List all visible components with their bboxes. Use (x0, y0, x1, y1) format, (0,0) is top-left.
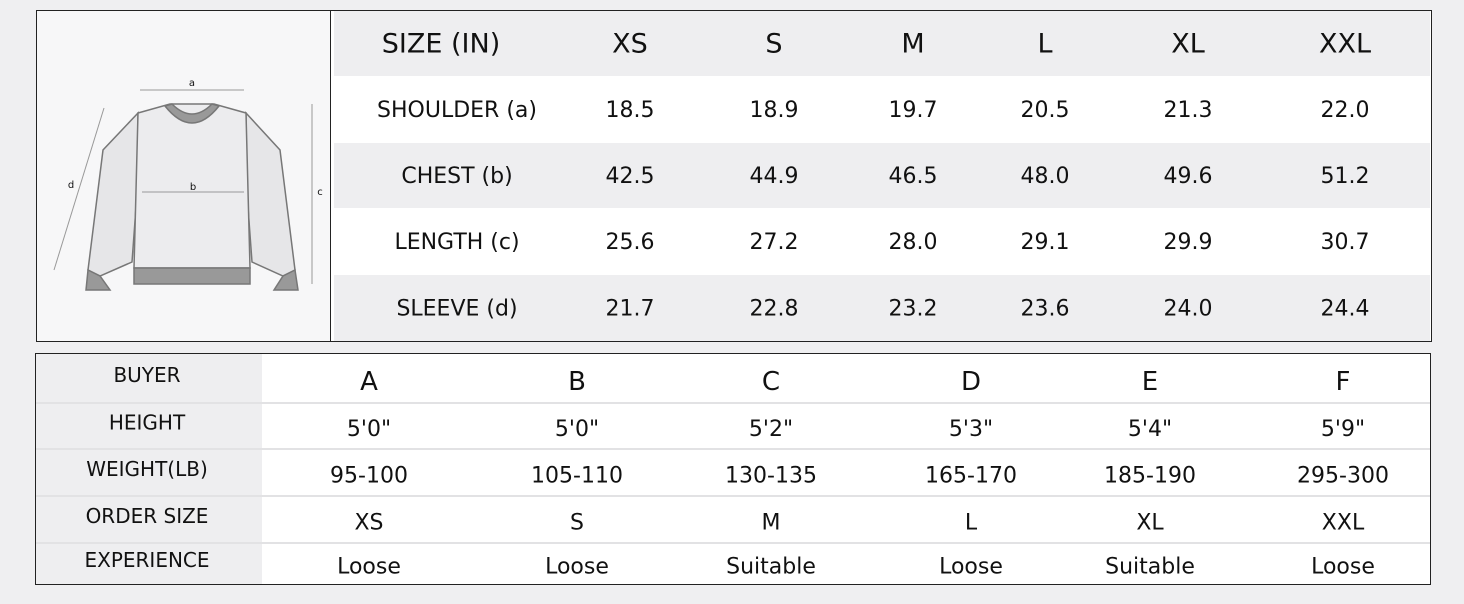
cell: 18.9 (750, 98, 799, 123)
cell: 105-110 (531, 464, 623, 489)
cell: Loose (545, 555, 609, 580)
cell: 29.9 (1164, 230, 1213, 255)
dim-label: d (68, 180, 74, 191)
cell: 24.0 (1164, 297, 1213, 322)
row-label: EXPERIENCE (84, 548, 209, 572)
cell: 25.6 (606, 230, 655, 255)
cell: 28.0 (889, 230, 938, 255)
cell: 21.7 (606, 297, 655, 322)
cell: 5'9" (1321, 417, 1365, 442)
cell: 5'0" (555, 417, 599, 442)
row-band (334, 11, 1430, 76)
header-cell: L (1037, 29, 1052, 60)
cell: 22.8 (750, 297, 799, 322)
cell: Loose (337, 555, 401, 580)
cell: SHOULDER (a) (377, 98, 537, 123)
cell: 5'3" (949, 417, 993, 442)
row-label: HEIGHT (109, 411, 186, 435)
cell: 5'0" (347, 417, 391, 442)
cell: 18.5 (606, 98, 655, 123)
cell: 51.2 (1321, 164, 1370, 189)
dim-label: c (317, 187, 323, 198)
size-rows: SIZE (IN) XS S M L XL XXL SHOULDER (a) 18.5 18.9 1… (334, 11, 1430, 341)
row-band (334, 143, 1430, 208)
cell: 49.6 (1164, 164, 1213, 189)
cell: M (762, 511, 781, 536)
cell: D (961, 367, 981, 397)
cell: SLEEVE (d) (396, 297, 517, 322)
row-band (334, 275, 1430, 341)
row-label: BUYER (113, 363, 180, 387)
header-cell: M (901, 29, 924, 60)
cell: 29.1 (1021, 230, 1070, 255)
buyer-box (35, 353, 1431, 585)
cell: 295-300 (1297, 464, 1389, 489)
cell: 21.3 (1164, 98, 1213, 123)
cell: LENGTH (c) (394, 230, 519, 255)
row-label: ORDER SIZE (86, 504, 209, 528)
cell: 48.0 (1021, 164, 1070, 189)
cell: 22.0 (1321, 98, 1370, 123)
cell: 19.7 (889, 98, 938, 123)
cell: 30.7 (1321, 230, 1370, 255)
cell: 24.4 (1321, 297, 1370, 322)
cell: L (965, 511, 978, 536)
cell: 23.2 (889, 297, 938, 322)
cell: Suitable (1105, 555, 1195, 580)
header-cell: SIZE (IN) (382, 29, 500, 60)
cell: Loose (939, 555, 1003, 580)
cell: 46.5 (889, 164, 938, 189)
cell: 165-170 (925, 464, 1017, 489)
label-column (36, 354, 262, 584)
cell: XL (1136, 511, 1164, 536)
cell: XXL (1322, 511, 1365, 536)
cell: S (570, 511, 584, 536)
cell: A (360, 367, 378, 397)
header-cell: XL (1171, 29, 1205, 60)
cell: 42.5 (606, 164, 655, 189)
buyer-rows: BUYER A B C D E F HEIGHT 5'0" 5'0" 5'2" 5'3" 5'4" 5'9… (36, 363, 1430, 580)
cell: 5'2" (749, 417, 793, 442)
cell: 23.6 (1021, 297, 1070, 322)
row-label: WEIGHT(LB) (86, 457, 208, 481)
cell: 27.2 (750, 230, 799, 255)
cell: Suitable (726, 555, 816, 580)
cell: 44.9 (750, 164, 799, 189)
cell: 20.5 (1021, 98, 1070, 123)
header-cell: XS (612, 29, 648, 60)
header-cell: S (765, 29, 782, 60)
cell: XS (354, 511, 383, 536)
cell: CHEST (b) (401, 164, 512, 189)
cuff (272, 268, 299, 291)
cuff (85, 268, 112, 291)
dim-label: b (190, 182, 196, 193)
cell: Loose (1311, 555, 1375, 580)
cell: E (1142, 367, 1158, 397)
cell: B (568, 367, 586, 397)
dim-label: a (189, 78, 195, 89)
sweater (53, 89, 313, 291)
cell: F (1336, 367, 1351, 397)
cell: 5'4" (1128, 417, 1172, 442)
header-cell: XXL (1319, 29, 1371, 60)
cell: 185-190 (1104, 464, 1196, 489)
cell: C (762, 367, 780, 397)
collar (163, 103, 221, 124)
cell: 130-135 (725, 464, 817, 489)
dim-d (53, 107, 105, 271)
hem (133, 267, 251, 285)
cell: 95-100 (330, 464, 408, 489)
